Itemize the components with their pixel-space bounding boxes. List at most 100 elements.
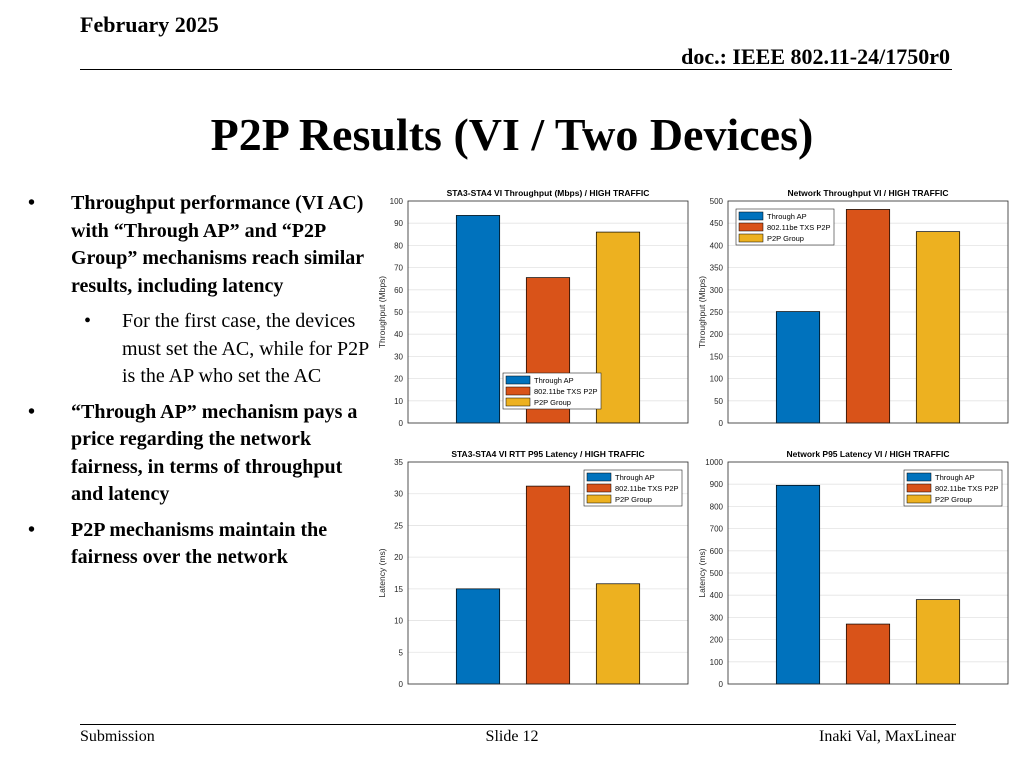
chart-title: Network P95 Latency VI / HIGH TRAFFIC: [787, 449, 950, 459]
legend-swatch: [586, 483, 612, 493]
axes-box: [727, 200, 1009, 424]
chart-network-throughput: 0 50 100 150 200 250 300 350 400 450 500 Network Th…: [692, 185, 1014, 435]
legend-label: 802.11be TXS P2P: [534, 387, 598, 396]
legend-label: P2P Group: [534, 398, 571, 407]
chart-title: STA3-STA4 VI Throughput (Mbps) / HIGH TR…: [447, 188, 650, 198]
bullet-text: P2P mechanisms maintain the fairness ove…: [71, 518, 328, 569]
y-tick-label: 10: [394, 617, 403, 626]
chart-svg: 0 5 10 15 20 25 30 35 STA3-STA4 VI RTT P95 Laten…: [377, 449, 689, 689]
y-tick-label: 30: [394, 490, 403, 499]
legend-swatch: [738, 211, 764, 221]
y-tick-label: 70: [394, 264, 403, 273]
y-tick-label: 200: [710, 636, 724, 645]
legend-swatch: [906, 472, 932, 482]
y-tick-label: 100: [710, 375, 724, 384]
chart-title: STA3-STA4 VI RTT P95 Latency / HIGH TRAF…: [451, 449, 644, 459]
footer-submission: Submission: [80, 728, 155, 745]
legend-swatch: [906, 494, 932, 504]
y-axis-label: Latency (ms): [697, 548, 707, 597]
legend-label: Through AP: [767, 212, 807, 221]
y-tick-label: 900: [710, 480, 724, 489]
y-tick-label: 20: [394, 553, 403, 562]
y-tick-label: 0: [399, 419, 404, 428]
y-tick-label: 300: [710, 613, 724, 622]
sub-bullet-item: • For the first case, the devices must s…: [28, 308, 378, 391]
bullet-item: • “Through AP” mechanism pays a price re…: [28, 399, 378, 509]
y-tick-label: 350: [710, 264, 724, 273]
header-divider: [80, 69, 952, 70]
y-tick-label: 60: [394, 286, 403, 295]
y-tick-label: 150: [710, 352, 724, 361]
bar-1: [775, 484, 821, 685]
bullet-dot-icon: •: [28, 518, 36, 541]
bullet-item: • Throughput performance (VI AC) with “T…: [28, 190, 378, 300]
legend-swatch: [738, 233, 764, 243]
y-tick-label: 800: [710, 502, 724, 511]
bullet-text: Throughput performance (VI AC) with “Thr…: [71, 192, 364, 297]
y-tick-label: 300: [710, 286, 724, 295]
legend: Through AP 802.11be TXS P2P P2P Group: [502, 372, 602, 410]
chart-svg: 0 50 100 150 200 250 300 350 400 450 500 Network Th…: [697, 188, 1009, 428]
footer-slide-number: Slide 12: [485, 728, 539, 745]
bar-1: [455, 215, 501, 424]
y-axis-label: Throughput (Mbps): [377, 276, 387, 348]
y-tick-label: 40: [394, 330, 403, 339]
bullet-item: • P2P mechanisms maintain the fairness o…: [28, 517, 378, 572]
legend-swatch: [505, 386, 531, 396]
bar-1: [775, 311, 821, 424]
y-tick-label: 90: [394, 219, 403, 228]
chart-svg: 0 10 20 30 40 50 60 70 80 90 100 STA3-STA4 VI Throu…: [377, 188, 689, 428]
axes-box: [407, 461, 689, 685]
legend-swatch: [906, 483, 932, 493]
legend-label: P2P Group: [615, 495, 652, 504]
legend-label: Through AP: [534, 376, 574, 385]
y-tick-label: 5: [399, 648, 404, 657]
bar-3: [595, 583, 641, 685]
y-tick-label: 500: [710, 569, 724, 578]
y-tick-label: 500: [710, 197, 724, 206]
bullet-list: • Throughput performance (VI AC) with “T…: [28, 190, 378, 580]
y-tick-label: 700: [710, 525, 724, 534]
y-tick-label: 200: [710, 330, 724, 339]
legend-swatch: [586, 472, 612, 482]
chart-svg: 0 100 200 300 400 500 600 700 800 900 1000 Network …: [697, 449, 1009, 689]
y-tick-label: 450: [710, 219, 724, 228]
footer-divider: [80, 724, 956, 725]
chart-network-latency: 0 100 200 300 400 500 600 700 800 900 1000 Network …: [692, 446, 1014, 696]
legend-label: Through AP: [615, 473, 655, 482]
bar-2: [845, 623, 891, 685]
y-axis-label: Latency (ms): [377, 548, 387, 597]
axes-box: [407, 200, 689, 424]
y-tick-label: 35: [394, 458, 403, 467]
bar-3: [915, 231, 961, 424]
header-doc-id: doc.: IEEE 802.11-24/1750r0: [681, 44, 950, 69]
y-tick-label: 400: [710, 591, 724, 600]
legend-swatch: [738, 222, 764, 232]
y-axis-label: Throughput (Mbps): [697, 276, 707, 348]
legend-swatch: [505, 375, 531, 385]
legend-label: 802.11be TXS P2P: [935, 484, 999, 493]
chart-title: Network Throughput VI / HIGH TRAFFIC: [787, 188, 948, 198]
bar-3: [915, 599, 961, 685]
bar-3: [595, 231, 641, 424]
legend-swatch: [586, 494, 612, 504]
y-tick-label: 100: [390, 197, 404, 206]
y-tick-label: 30: [394, 352, 403, 361]
bar-2: [525, 485, 571, 685]
y-tick-label: 100: [710, 658, 724, 667]
header-date: February 2025: [80, 12, 219, 37]
bullet-dot-icon: •: [84, 310, 92, 332]
legend-swatch: [505, 397, 531, 407]
y-tick-label: 400: [710, 241, 724, 250]
legend-label: P2P Group: [767, 234, 804, 243]
slide-title: P2P Results (VI / Two Devices): [210, 109, 814, 160]
bullet-dot-icon: •: [28, 192, 36, 214]
y-tick-label: 600: [710, 547, 724, 556]
bar-2: [845, 209, 891, 424]
y-tick-label: 10: [394, 397, 403, 406]
y-tick-label: 250: [710, 308, 724, 317]
y-tick-label: 25: [394, 521, 403, 530]
legend: Through AP 802.11be TXS P2P P2P Group: [903, 469, 1003, 507]
y-tick-label: 20: [394, 375, 403, 384]
bar-1: [455, 588, 501, 685]
